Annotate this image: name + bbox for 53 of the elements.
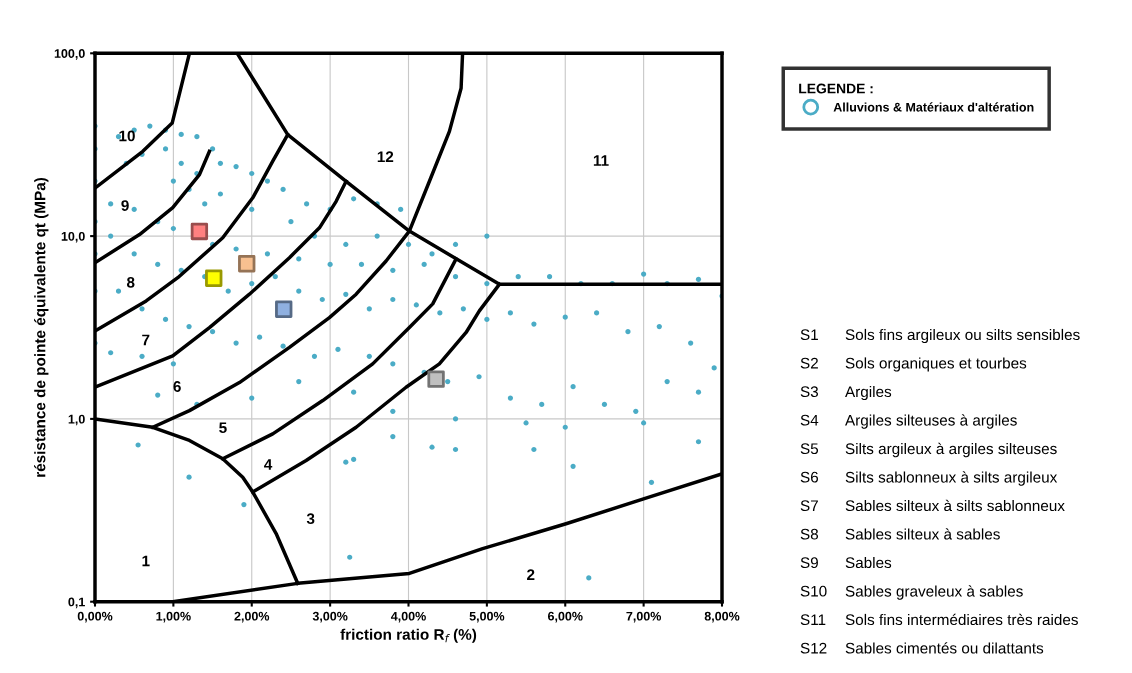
annotation: 4 bbox=[264, 459, 273, 470]
annotation: 3 bbox=[306, 513, 315, 525]
annotation: 12 bbox=[377, 151, 394, 162]
text: S2 bbox=[800, 357, 818, 369]
x-tick-label: 6,00% bbox=[547, 611, 583, 623]
y-tick-label: 10,0 bbox=[61, 231, 85, 243]
legend-label: Alluvions & Matériaux d'altération bbox=[833, 102, 1034, 112]
text: S12 bbox=[800, 642, 827, 654]
text: S7 bbox=[800, 500, 818, 512]
y-tick-label: 100,0 bbox=[54, 49, 85, 60]
text: Sols fins intermédiaires très raides bbox=[845, 613, 1078, 626]
annotation: 9 bbox=[121, 200, 129, 211]
text: Sables silteux à silts sablonneux bbox=[845, 499, 1065, 512]
text: S10 bbox=[800, 585, 827, 597]
x-tick-label: 3,00% bbox=[312, 611, 348, 623]
text: Sables cimentés ou dilattants bbox=[845, 642, 1044, 654]
legend-title: LEGENDE : bbox=[799, 83, 873, 94]
text: S9 bbox=[800, 557, 818, 569]
text: Sols fins argileux ou silts sensibles bbox=[845, 328, 1080, 344]
x-tick-label: 7,00% bbox=[626, 611, 662, 623]
text: S3 bbox=[800, 386, 819, 398]
annotation: 7 bbox=[142, 334, 150, 346]
text: Argiles silteuses à argiles bbox=[845, 414, 1017, 429]
x-tick-label: 2,00% bbox=[234, 611, 270, 623]
x-tick-label: 8,00% bbox=[704, 611, 740, 623]
text: Argiles bbox=[845, 385, 892, 401]
y-tick-label: 0,1 bbox=[68, 597, 85, 609]
text: S4 bbox=[800, 414, 819, 426]
x-tick-label: 5,00% bbox=[469, 611, 505, 623]
text: Silts sablonneux à silts argileux bbox=[845, 471, 1058, 486]
text: Silts argileux à argiles silteuses bbox=[845, 442, 1057, 458]
text: S1 bbox=[800, 329, 818, 341]
annotation: 5 bbox=[219, 422, 227, 434]
text: S8 bbox=[800, 528, 819, 540]
text: Sables silteux à sables bbox=[845, 528, 1000, 540]
annotation: 10 bbox=[119, 130, 135, 142]
y-axis-title: résistance de pointe équivalente qt (MPa) bbox=[34, 177, 49, 477]
annotation: 2 bbox=[527, 569, 535, 580]
text: Sols organiques et tourbes bbox=[845, 357, 1027, 372]
x-tick-label: 0,00% bbox=[77, 611, 113, 623]
annotation: 6 bbox=[173, 381, 181, 392]
annotation: 8 bbox=[126, 276, 135, 288]
x-axis-title: friction ratio R$_{f}$ (%) bbox=[340, 628, 477, 643]
x-tick-label: 4,00% bbox=[390, 611, 426, 623]
y-tick-label: 1,0 bbox=[68, 414, 85, 426]
x-tick-label: 1,00% bbox=[156, 611, 191, 623]
text: S11 bbox=[800, 614, 826, 626]
annotation: 1 bbox=[142, 555, 150, 567]
text: S5 bbox=[800, 443, 819, 455]
annotation: 11 bbox=[593, 155, 609, 166]
text: Sables graveleux à sables bbox=[845, 585, 1023, 600]
text: S6 bbox=[800, 471, 819, 483]
text: Sables bbox=[845, 556, 892, 569]
